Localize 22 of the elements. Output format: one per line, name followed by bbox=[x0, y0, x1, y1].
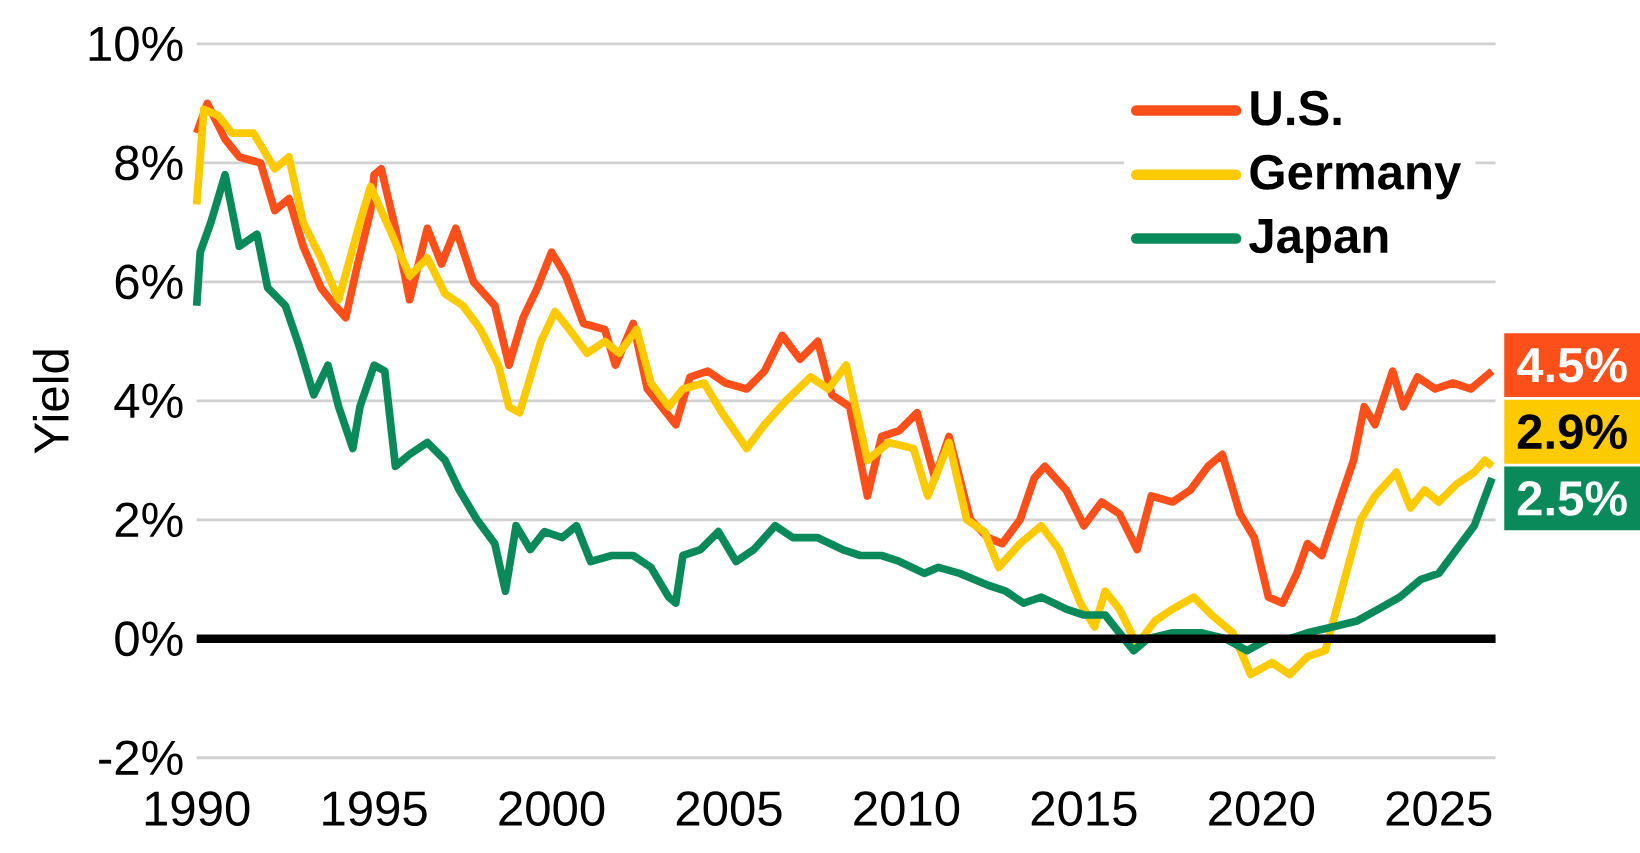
y-tick-label: -2% bbox=[99, 740, 183, 776]
x-tick-label: 2005 bbox=[676, 791, 782, 827]
legend-label: Japan bbox=[1249, 219, 1388, 264]
y-tick-label: 4% bbox=[114, 383, 183, 419]
y-axis-title: Yield bbox=[32, 350, 69, 454]
y-tick-label: 6% bbox=[115, 264, 183, 300]
x-tick-label: 2010 bbox=[854, 791, 960, 827]
x-tick-label: 2015 bbox=[1031, 791, 1137, 827]
x-tick-label: 1990 bbox=[145, 791, 250, 827]
text: 4.5% bbox=[1516, 348, 1627, 383]
x-tick-label: 2025 bbox=[1386, 791, 1492, 827]
y-tick-label: 2% bbox=[115, 502, 183, 538]
y-tick-label: 10% bbox=[89, 26, 183, 62]
legend-label: Germany bbox=[1250, 155, 1462, 200]
legend-label: U.S. bbox=[1251, 90, 1341, 126]
text: 2.9% bbox=[1517, 414, 1627, 450]
x-tick-label: 2020 bbox=[1209, 791, 1315, 827]
text: 2.5% bbox=[1517, 481, 1627, 517]
y-tick-label: 0% bbox=[115, 621, 183, 657]
x-tick-label: 2000 bbox=[499, 791, 605, 827]
y-tick-label: 8% bbox=[115, 145, 183, 181]
x-tick-label: 1995 bbox=[323, 791, 427, 827]
